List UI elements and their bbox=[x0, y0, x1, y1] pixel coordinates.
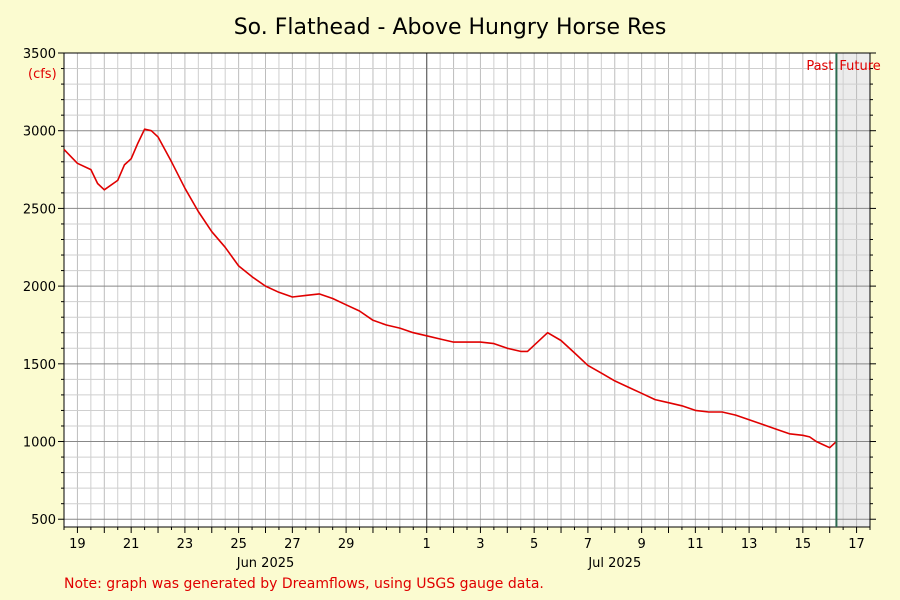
y-tick-label: 3500 bbox=[23, 47, 56, 62]
plot-frame bbox=[63, 52, 871, 528]
y-axis-unit-label: (cfs) bbox=[28, 67, 57, 82]
y-tick-label: 2500 bbox=[23, 202, 56, 217]
x-tick-label: 23 bbox=[177, 537, 194, 552]
x-tick-label: 5 bbox=[530, 537, 538, 552]
x-tick-label: 17 bbox=[848, 537, 865, 552]
x-month-label: Jul 2025 bbox=[587, 556, 641, 571]
future-region bbox=[836, 53, 870, 527]
x-tick-label: 9 bbox=[637, 537, 645, 552]
x-tick-label: 15 bbox=[795, 537, 812, 552]
x-month-label: Jun 2025 bbox=[236, 556, 295, 571]
series-line bbox=[63, 128, 837, 449]
future-label: Future bbox=[839, 59, 880, 74]
y-tick-label: 1000 bbox=[23, 436, 56, 451]
x-tick-label: 1 bbox=[423, 537, 431, 552]
x-tick-label: 13 bbox=[741, 537, 758, 552]
y-tick-label: 1500 bbox=[23, 358, 56, 373]
y-tick-label: 2000 bbox=[23, 280, 56, 295]
y-tick-label: 500 bbox=[31, 513, 56, 528]
past-label: Past bbox=[806, 59, 833, 74]
x-tick-label: 21 bbox=[123, 537, 140, 552]
y-tick-label: 3000 bbox=[23, 125, 56, 140]
x-tick-label: 11 bbox=[687, 537, 704, 552]
x-tick-label: 19 bbox=[69, 537, 86, 552]
x-tick-label: 27 bbox=[284, 537, 301, 552]
x-tick-label: 29 bbox=[338, 537, 355, 552]
x-tick-label: 7 bbox=[584, 537, 592, 552]
x-tick-label: 25 bbox=[230, 537, 247, 552]
chart-title: So. Flathead - Above Hungry Horse Res bbox=[234, 15, 667, 40]
source-note: Note: graph was generated by Dreamflows,… bbox=[64, 576, 544, 592]
x-tick-label: 3 bbox=[476, 537, 484, 552]
